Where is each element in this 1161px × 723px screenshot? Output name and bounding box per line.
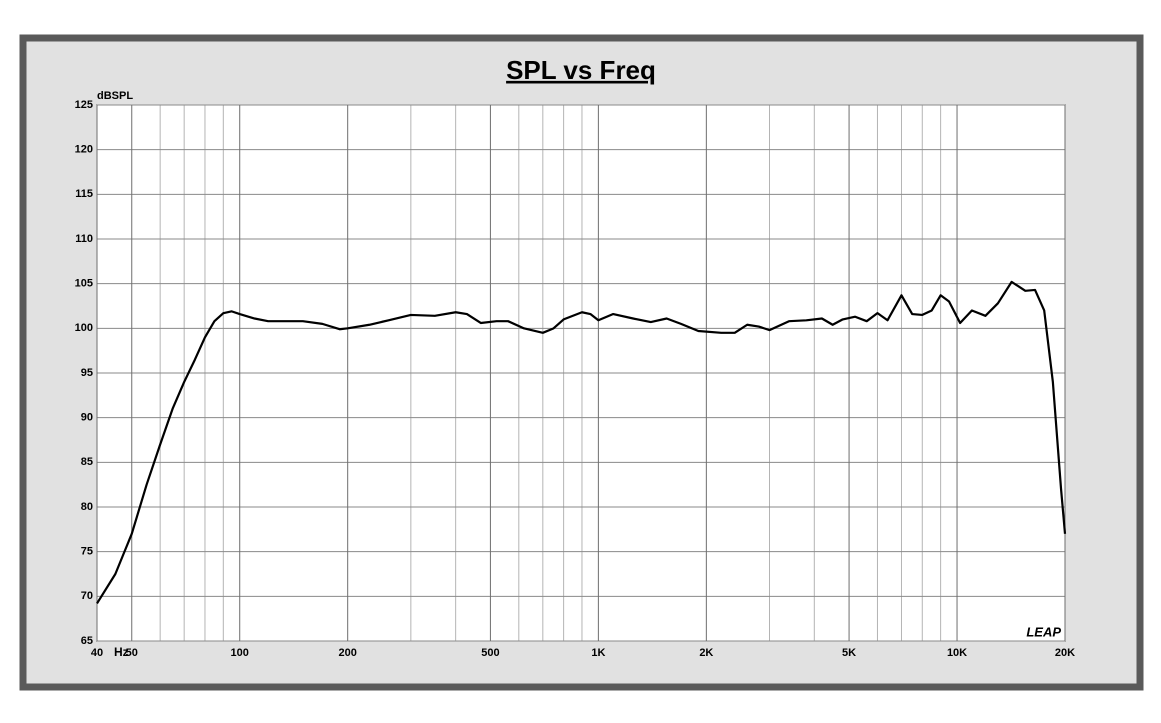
y-tick-label: 65 xyxy=(81,635,93,647)
y-tick-label: 75 xyxy=(81,546,93,558)
y-tick-label: 105 xyxy=(75,278,93,290)
y-tick-label: 125 xyxy=(75,99,93,111)
logo: LEAP xyxy=(1026,624,1061,639)
y-tick-label: 80 xyxy=(81,501,93,513)
y-tick-label: 115 xyxy=(75,188,93,200)
x-tick-label: 2K xyxy=(699,647,713,659)
y-axis-label: dBSPL xyxy=(97,90,133,102)
series-line xyxy=(96,280,1067,605)
y-tick-label: 120 xyxy=(75,144,93,156)
y-tick-label: 95 xyxy=(81,367,93,379)
y-tick-label: 110 xyxy=(75,233,93,245)
x-tick-label: 20K xyxy=(1055,647,1075,659)
x-tick-label: 200 xyxy=(339,647,357,659)
x-axis-label: Hz xyxy=(114,645,129,659)
x-tick-label: 50 xyxy=(126,647,138,659)
y-tick-label: 70 xyxy=(81,590,93,602)
x-tick-label: 5K xyxy=(842,647,856,659)
chart-title: SPL vs Freq xyxy=(506,55,656,85)
y-tick-label: 85 xyxy=(81,456,93,468)
y-tick-label: 90 xyxy=(81,412,93,424)
y-tick-label: 100 xyxy=(75,322,93,334)
x-tick-label: 1K xyxy=(591,647,605,659)
x-tick-label: 100 xyxy=(231,647,249,659)
x-tick-label: 500 xyxy=(481,647,499,659)
x-tick-label: 40 xyxy=(91,647,103,659)
x-tick-label: 10K xyxy=(947,647,967,659)
